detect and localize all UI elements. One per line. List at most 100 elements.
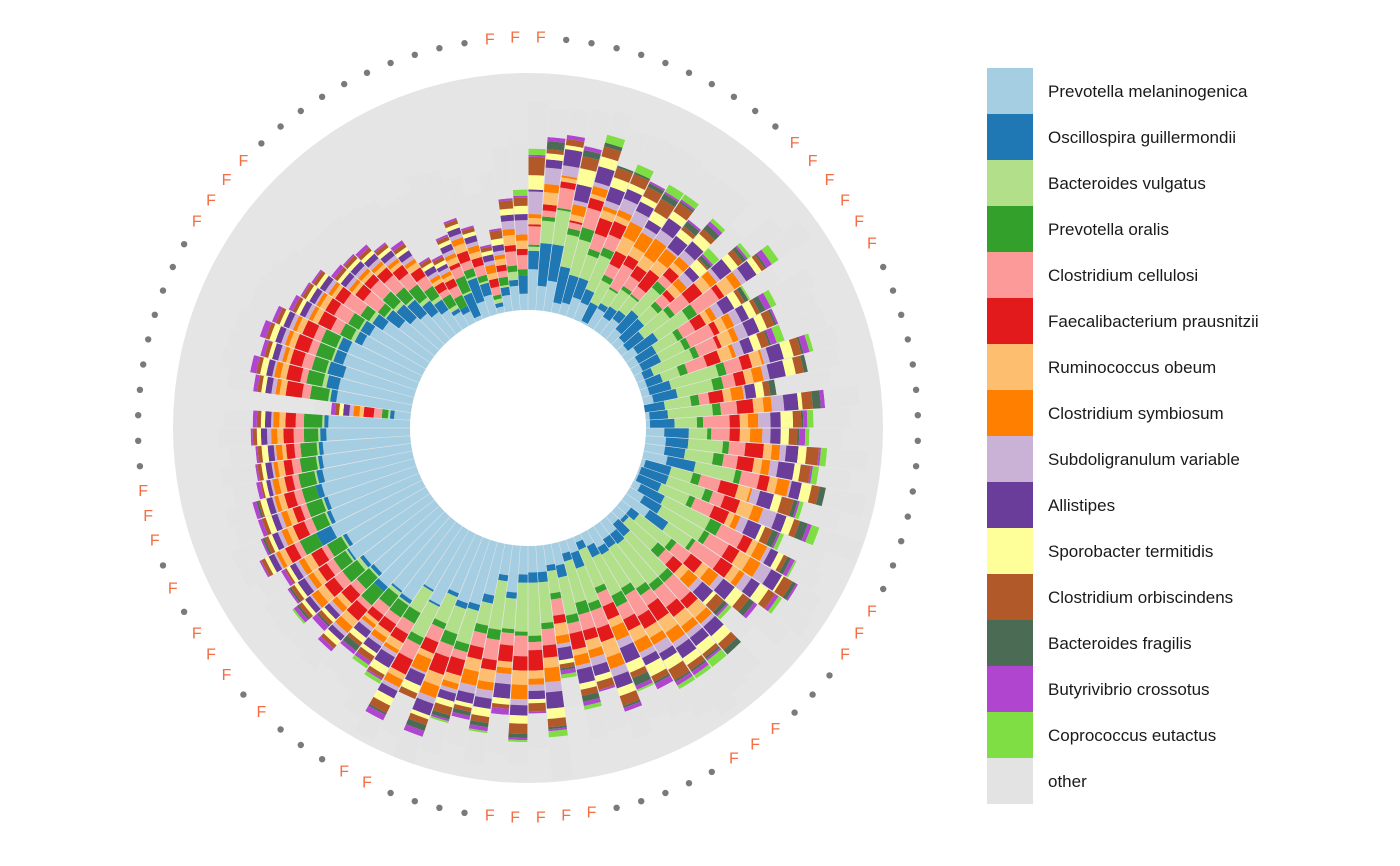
segment-prevotella-melaninogenica — [543, 280, 557, 313]
segment-oscillospira-guillermondii — [633, 332, 659, 355]
segment-clostridium-symbiosum — [588, 646, 605, 659]
segment-prevotella-oralis — [650, 542, 666, 558]
segment-prevotella-oralis — [321, 329, 342, 349]
sample-marker-dot — [387, 59, 394, 67]
segment-prevotella-melaninogenica — [393, 410, 411, 421]
segment-ruminococcus-obeum — [572, 646, 588, 656]
segment-faecalibacterium-prausnitzii — [712, 557, 733, 578]
segment-butyrivibrio-crossotus — [715, 603, 729, 617]
segment-oscillospira-guillermondii — [553, 266, 571, 305]
segment-ruminococcus-obeum — [406, 262, 421, 275]
segment-clostridium-symbiosum — [429, 274, 442, 284]
segment-butyrivibrio-crossotus — [765, 327, 777, 345]
segment-bacteroides-fragilis — [782, 581, 797, 600]
segment-subdoligranulum-variable — [484, 260, 496, 267]
segment-oscillospira-guillermondii — [460, 305, 471, 316]
segment-other — [477, 171, 502, 231]
segment-ruminococcus-obeum — [601, 637, 621, 658]
segment-allistipes — [528, 690, 546, 700]
segment-clostridium-cellulosi — [435, 641, 454, 658]
segment-ruminococcus-obeum — [288, 331, 300, 349]
segment-sporobacter-termitidis — [445, 223, 460, 232]
segment-subdoligranulum-variable — [324, 279, 337, 294]
segment-ruminococcus-obeum — [497, 660, 513, 669]
segment-butyrivibrio-crossotus — [390, 240, 405, 252]
segment-subdoligranulum-variable — [593, 181, 610, 191]
segment-allistipes — [265, 462, 274, 480]
segment-subdoligranulum-variable — [630, 210, 649, 229]
sample-bar-46 — [535, 545, 574, 781]
segment-clostridium-cellulosi — [384, 609, 401, 625]
segment-clostridium-symbiosum — [311, 589, 329, 608]
segment-ruminococcus-obeum — [417, 647, 434, 660]
segment-clostridium-symbiosum — [528, 678, 545, 685]
segment-butyrivibrio-crossotus — [508, 737, 528, 741]
segment-butyrivibrio-crossotus — [430, 714, 450, 722]
segment-allistipes — [327, 624, 345, 641]
sample-bar-86 — [360, 199, 463, 335]
segment-prevotella-oralis — [566, 228, 581, 237]
segment-ruminococcus-obeum — [516, 240, 528, 250]
segment-sporobacter-termitidis — [627, 183, 645, 196]
segment-oscillospira-guillermondii — [479, 282, 492, 297]
segment-coprococcus-eutactus — [677, 675, 696, 690]
segment-faecalibacterium-prausnitzii — [689, 313, 707, 331]
sample-marker-label: F — [485, 808, 495, 825]
sample-bar-54 — [380, 533, 483, 737]
segment-butyrivibrio-crossotus — [252, 410, 258, 428]
segment-prevotella-oralis — [658, 568, 674, 583]
segment-prevotella-oralis — [528, 244, 540, 248]
sample-marker-label: F — [854, 214, 864, 231]
segment-butyrivibrio-crossotus — [255, 464, 260, 482]
segment-sporobacter-termitidis — [796, 446, 807, 464]
segment-sporobacter-termitidis — [260, 411, 266, 428]
segment-prevotella-melaninogenica — [593, 521, 610, 540]
segment-bacteroides-fragilis — [508, 733, 528, 739]
segment-clostridium-cellulosi — [308, 339, 321, 356]
segment-sporobacter-termitidis — [721, 253, 738, 272]
segment-oscillospira-guillermondii — [547, 244, 564, 283]
segment-bacteroides-vulgatus — [387, 409, 391, 419]
segment-clostridium-cellulosi — [596, 588, 614, 607]
segment-subdoligranulum-variable — [778, 445, 787, 462]
legend-swatch — [987, 482, 1033, 528]
segment-coprococcus-eutactus — [548, 729, 568, 738]
segment-prevotella-oralis — [389, 598, 409, 618]
segment-faecalibacterium-prausnitzii — [346, 599, 368, 621]
sample-bar-74 — [226, 369, 413, 413]
segment-ruminococcus-obeum — [560, 177, 577, 184]
segment-clostridium-symbiosum — [747, 413, 759, 428]
segment-prevotella-melaninogenica — [363, 500, 440, 565]
segment-sporobacter-termitidis — [360, 643, 377, 657]
segment-clostridium-symbiosum — [361, 615, 377, 629]
segment-prevotella-melaninogenica — [369, 326, 430, 369]
segment-allistipes — [398, 250, 413, 263]
segment-prevotella-melaninogenica — [392, 516, 456, 592]
segment-subdoligranulum-variable — [273, 445, 278, 461]
segment-bacteroides-vulgatus — [558, 575, 578, 616]
segment-clostridium-orbiscindens — [265, 322, 276, 340]
segment-oscillospira-guillermondii — [423, 584, 434, 592]
segment-bacteroides-fragilis — [788, 499, 798, 518]
segment-prevotella-melaninogenica — [327, 466, 419, 509]
segment-allistipes — [267, 445, 276, 462]
segment-prevotella-oralis — [663, 306, 675, 319]
segment-clostridium-cellulosi — [528, 226, 541, 245]
segment-butyrivibrio-crossotus — [771, 532, 781, 549]
segment-allistipes — [299, 300, 313, 318]
segment-butyrivibrio-crossotus — [259, 560, 270, 578]
segment-subdoligranulum-variable — [727, 309, 742, 326]
segment-ruminococcus-obeum — [644, 621, 663, 638]
segment-bacteroides-vulgatus — [656, 505, 705, 541]
segment-sporobacter-termitidis — [264, 556, 277, 575]
segment-subdoligranulum-variable — [655, 229, 673, 247]
segment-ruminococcus-obeum — [374, 624, 391, 638]
segment-subdoligranulum-variable — [510, 698, 528, 706]
segment-sporobacter-termitidis — [796, 392, 803, 410]
sample-marker-label: F — [206, 647, 216, 664]
segment-ruminococcus-obeum — [318, 584, 335, 603]
segment-sporobacter-termitidis — [610, 177, 629, 193]
segment-ruminococcus-obeum — [511, 670, 528, 685]
segment-other — [444, 176, 474, 230]
